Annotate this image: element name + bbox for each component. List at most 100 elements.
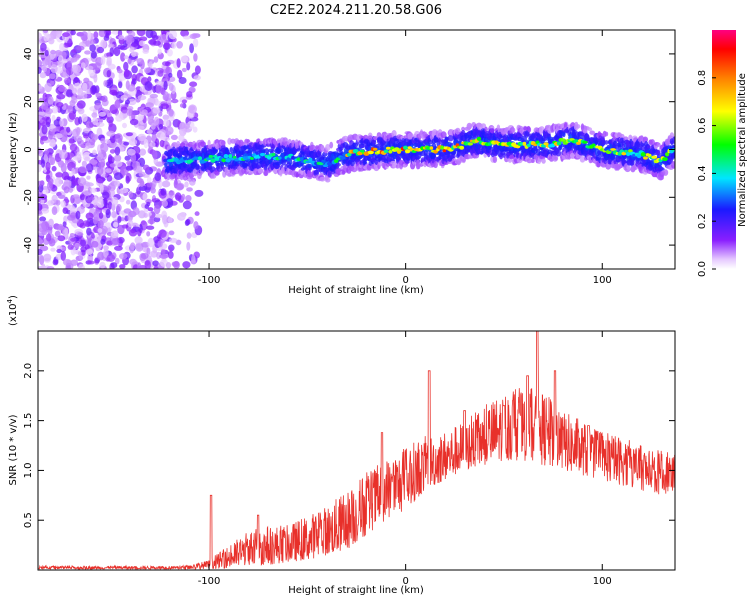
noise-blob	[38, 210, 43, 215]
signal-core	[624, 149, 628, 153]
noise-blob	[91, 240, 99, 248]
snr-scale-close: )	[8, 295, 19, 299]
noise-blob	[38, 32, 43, 41]
noise-blob	[152, 260, 159, 267]
noise-blob	[159, 253, 169, 259]
signal-blob	[601, 139, 606, 146]
noise-blob	[39, 245, 49, 252]
noise-blob	[63, 186, 70, 194]
noise-blob	[98, 111, 107, 117]
signal-core	[569, 138, 575, 141]
noise-blob	[123, 141, 130, 146]
snr-ytick-label: 1.0	[23, 462, 34, 478]
noise-blob	[76, 127, 81, 136]
noise-blob	[46, 266, 55, 269]
noise-blob	[83, 220, 88, 227]
noise-blob	[106, 112, 112, 118]
noise-blob	[124, 69, 130, 78]
noise-blob	[90, 39, 96, 45]
signal-blob	[541, 158, 546, 164]
signal-blob	[527, 126, 532, 133]
snr-series-line	[38, 331, 675, 570]
spectrogram-marks	[38, 30, 675, 269]
noise-blob	[136, 262, 142, 269]
noise-blob	[118, 146, 125, 152]
noise-blob	[189, 43, 195, 54]
noise-blob	[68, 187, 74, 193]
noise-blob	[182, 261, 191, 269]
noise-blob	[126, 108, 133, 117]
noise-blob	[136, 243, 142, 250]
spectrogram-ytick-label: 20	[23, 95, 34, 108]
noise-blob	[128, 191, 133, 199]
noise-blob	[90, 187, 97, 193]
noise-blob	[188, 104, 197, 114]
noise-blob	[147, 207, 154, 212]
signal-blob	[671, 161, 675, 169]
signal-blob	[649, 139, 655, 146]
signal-blob	[447, 135, 454, 142]
noise-blob	[153, 265, 159, 269]
noise-blob	[76, 151, 82, 158]
signal-blob	[480, 123, 487, 129]
signal-blob	[367, 135, 373, 141]
noise-blob	[92, 117, 99, 126]
signal-blob	[227, 137, 232, 145]
signal-blob	[307, 163, 313, 168]
noise-blob	[182, 200, 192, 210]
noise-blob	[48, 218, 54, 228]
snr-xlabel: Height of straight line (km)	[288, 585, 424, 596]
noise-blob	[176, 58, 181, 68]
signal-blob	[672, 136, 675, 144]
signal-blob	[663, 169, 669, 176]
noise-blob	[153, 204, 161, 215]
noise-blob	[158, 123, 163, 130]
spectrogram-panel: -100 0 100 -40 -20 0 20 40 Height of straight l…	[8, 29, 676, 296]
noise-blob	[109, 47, 115, 57]
signal-core	[228, 154, 233, 159]
noise-blob	[140, 253, 149, 260]
noise-blob	[80, 62, 86, 69]
colorbar-tick-label: 0.6	[697, 118, 708, 134]
noise-blob	[38, 59, 43, 67]
noise-blob	[190, 259, 197, 265]
noise-blob	[71, 179, 80, 186]
noise-blob	[106, 240, 113, 246]
noise-blob	[105, 168, 112, 173]
noise-blob	[154, 213, 163, 219]
noise-blob	[130, 42, 138, 47]
signal-core	[662, 157, 668, 162]
noise-blob	[62, 258, 72, 266]
signal-blob	[642, 136, 649, 143]
noise-blob	[55, 172, 63, 178]
snr-ytick-label: 1.5	[23, 413, 34, 429]
colorbar-tick-label: 0.8	[697, 70, 708, 86]
noise-blob	[38, 248, 43, 256]
noise-blob	[161, 180, 171, 188]
noise-blob	[125, 99, 130, 105]
noise-blob	[127, 219, 134, 228]
noise-blob	[147, 237, 155, 248]
snr-ylabel: SNR (10 * v/v)	[8, 414, 19, 485]
noise-blob	[71, 87, 78, 95]
noise-blob	[125, 165, 134, 171]
signal-core	[232, 155, 237, 159]
noise-blob	[39, 265, 46, 269]
colorbar-tick-label: 0.2	[697, 213, 708, 229]
spectrogram-axes: -100 0 100 -40 -20 0 20 40	[23, 30, 675, 286]
signal-blob	[325, 177, 331, 183]
signal-core	[221, 158, 227, 163]
signal-core	[223, 154, 229, 159]
signal-blob	[313, 170, 320, 177]
noise-blob	[62, 32, 70, 38]
noise-blob	[56, 102, 64, 108]
colorbar-tick-label: 0.0	[697, 261, 708, 277]
noise-blob	[83, 134, 89, 139]
noise-blob	[98, 30, 106, 38]
noise-blob	[179, 103, 185, 108]
noise-blob	[80, 31, 89, 41]
noise-blob	[103, 249, 109, 258]
noise-blob	[151, 180, 157, 188]
noise-blob	[155, 80, 164, 87]
noise-blob	[103, 80, 108, 87]
